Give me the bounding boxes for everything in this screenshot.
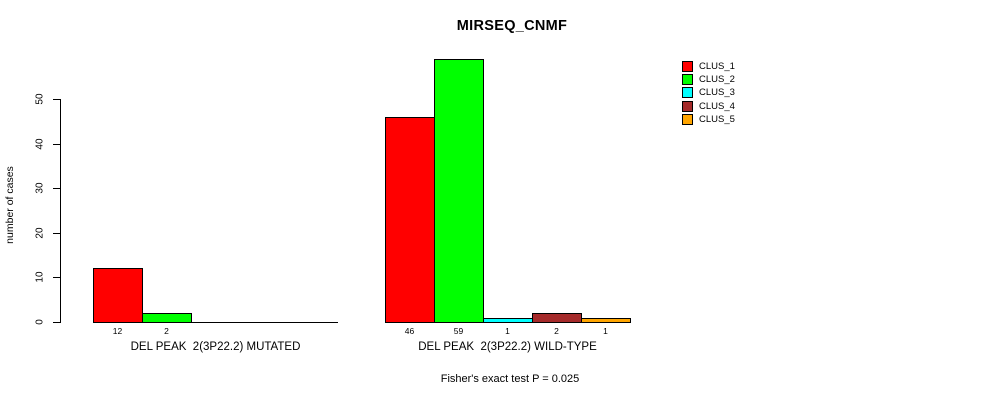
- fisher-test-annotation: Fisher's exact test P = 0.025: [440, 373, 580, 385]
- y-axis-tick: [53, 99, 60, 100]
- legend-label-clus-5: CLUS_5: [699, 113, 735, 125]
- bar-clus_3: [483, 318, 533, 323]
- y-axis-tick-label: 20: [34, 227, 46, 239]
- chart-title: MIRSEQ_CNMF: [456, 18, 568, 34]
- y-axis-tick: [53, 277, 60, 279]
- legend: CLUS_1 CLUS_2 CLUS_3 CLUS_4 CLUS_5: [682, 60, 735, 126]
- legend-swatch-clus-3-icon: [682, 87, 693, 99]
- legend-item: CLUS_1: [682, 60, 735, 73]
- y-axis-tick-label: 10: [34, 271, 46, 283]
- y-axis-tick-label: 50: [34, 93, 46, 105]
- bar-clus_5: [581, 318, 631, 323]
- bar-clus_4: [532, 313, 582, 323]
- y-axis-tick-label: 40: [34, 138, 46, 150]
- x-axis-baseline: [93, 322, 338, 323]
- bar-value-label: 59: [453, 326, 464, 336]
- bar-clus_2: [434, 59, 484, 323]
- legend-label-clus-4: CLUS_4: [699, 100, 735, 112]
- y-axis-tick: [53, 322, 60, 323]
- y-axis-tick: [53, 143, 60, 145]
- bar-value-label: 12: [112, 326, 123, 336]
- legend-item: CLUS_5: [682, 113, 735, 126]
- legend-item: CLUS_3: [682, 86, 735, 99]
- bar-value-label: 1: [603, 326, 608, 336]
- bar-value-label: 1: [505, 326, 510, 336]
- legend-swatch-clus-5-icon: [682, 113, 693, 125]
- legend-label-clus-3: CLUS_3: [699, 87, 735, 99]
- y-axis-tick-label: 30: [34, 182, 46, 194]
- bar-clus_1: [93, 268, 143, 323]
- bar-clus_1: [385, 117, 435, 323]
- legend-swatch-clus-1-icon: [682, 61, 693, 73]
- legend-item: CLUS_4: [682, 100, 735, 113]
- y-axis-tick: [53, 188, 60, 190]
- y-axis: [60, 99, 61, 323]
- bar-value-label: 46: [404, 326, 415, 336]
- legend-item: CLUS_2: [682, 73, 735, 86]
- legend-swatch-clus-4-icon: [682, 100, 693, 112]
- legend-label-clus-1: CLUS_1: [699, 61, 735, 73]
- x-axis-group-label-mutated: DEL PEAK 2(3P22.2) MUTATED: [130, 341, 301, 353]
- legend-swatch-clus-2-icon: [682, 74, 693, 86]
- y-axis-tick-label: 0: [34, 319, 46, 325]
- y-axis-tick: [53, 232, 60, 234]
- bar-value-label: 2: [554, 326, 559, 336]
- bar-value-label: 2: [164, 326, 169, 336]
- bar-clus_2: [142, 313, 192, 323]
- x-axis-group-label-wild-type: DEL PEAK 2(3P22.2) WILD-TYPE: [418, 341, 597, 353]
- legend-label-clus-2: CLUS_2: [699, 74, 735, 86]
